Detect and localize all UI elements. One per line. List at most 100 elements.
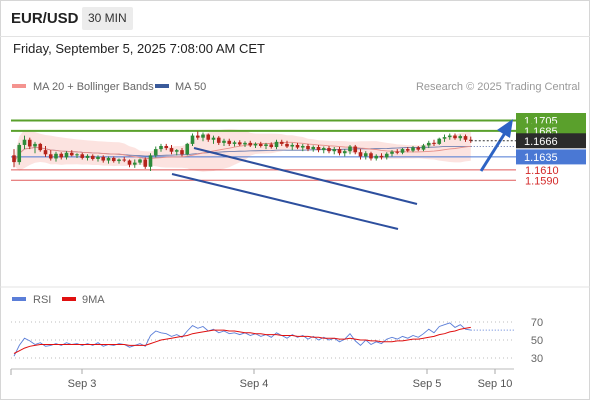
candle-body	[405, 149, 410, 151]
timeframe-badge[interactable]: 30 MIN	[82, 7, 133, 30]
candle-body	[227, 140, 232, 144]
candle-body	[80, 154, 85, 158]
candle-body	[169, 148, 174, 152]
level-label-1.1590: 1.1590	[525, 175, 559, 187]
candle-body	[442, 137, 447, 139]
candle-body	[253, 143, 258, 146]
candle-body	[159, 145, 163, 150]
candle-body	[143, 159, 148, 167]
candle-body	[117, 159, 121, 162]
candle-body	[64, 152, 69, 158]
candle-body	[85, 155, 90, 158]
chart-datetime: Friday, September 5, 2025 7:08:00 AM CET	[13, 41, 265, 56]
candle-body	[174, 150, 179, 152]
candle-body	[316, 147, 321, 151]
candle-body	[437, 138, 442, 144]
rsi-tick-30: 30	[531, 353, 543, 365]
candle-body	[416, 147, 421, 150]
candle-body	[27, 139, 32, 147]
candle-body	[106, 157, 111, 161]
candle-body	[327, 148, 331, 152]
candle-body	[379, 155, 384, 158]
candle-body	[374, 155, 379, 159]
rsi-line	[13, 322, 471, 357]
candle-body	[38, 143, 43, 151]
candle-body	[269, 144, 274, 148]
candle-body	[33, 143, 37, 147]
channel-top-line	[193, 147, 418, 205]
candle-body	[164, 145, 169, 149]
chart-header: EUR/USD 30 MIN	[0, 0, 590, 36]
candle-body	[390, 151, 394, 154]
candle-body	[54, 153, 58, 159]
candles-group	[12, 131, 473, 171]
candle-body	[384, 153, 389, 158]
x-tick-label: Sep 5	[413, 378, 442, 390]
legend-ma50-label: MA 50	[175, 81, 206, 93]
candle-body	[48, 154, 53, 159]
level-label-1.1635: 1.1635	[524, 152, 558, 164]
header-divider	[0, 36, 590, 37]
candle-body	[22, 139, 27, 145]
candle-body	[96, 156, 100, 159]
candle-body	[127, 160, 132, 165]
rsi-tick-70: 70	[531, 317, 543, 329]
candle-body	[358, 152, 363, 157]
candle-body	[69, 152, 74, 156]
candle-body	[190, 135, 195, 144]
candle-body	[195, 135, 200, 138]
candle-body	[201, 134, 205, 138]
candle-body	[353, 146, 358, 153]
current-price-badge	[516, 133, 586, 149]
candle-body	[258, 143, 263, 146]
ma20-line	[13, 141, 471, 163]
candle-body	[274, 141, 279, 148]
candle-body	[411, 147, 415, 151]
candle-body	[453, 135, 457, 139]
candle-body	[363, 153, 368, 157]
candle-body	[290, 144, 295, 147]
legend-swatch-ma20	[12, 84, 26, 88]
candle-body	[222, 140, 226, 143]
candle-body	[468, 139, 473, 141]
candle-body	[395, 151, 400, 153]
candle-body	[101, 156, 106, 161]
candle-body	[447, 135, 452, 138]
current-price-label: 1.1666	[524, 136, 558, 148]
candle-body	[332, 149, 337, 152]
rsi-tick-50: 50	[531, 335, 543, 347]
candle-body	[311, 147, 316, 150]
candle-body	[180, 150, 184, 155]
candle-body	[17, 144, 22, 163]
candle-body	[206, 134, 211, 140]
ma9-legend-label: 9MA	[82, 294, 105, 306]
level-label-bg-1.1635	[516, 149, 586, 165]
candle-body	[248, 142, 253, 146]
candle-body	[216, 137, 221, 143]
symbol-title: EUR/USD	[11, 10, 79, 27]
candle-body	[285, 143, 289, 147]
candle-body	[432, 142, 436, 144]
candle-body	[185, 143, 190, 155]
ma9-line	[13, 326, 471, 354]
candle-body	[90, 155, 95, 159]
candle-body	[458, 136, 463, 139]
candle-body	[279, 141, 284, 144]
candle-body	[243, 142, 247, 145]
candle-body	[59, 153, 64, 158]
candle-body	[264, 144, 268, 146]
rsi-legend-label: RSI	[33, 294, 51, 306]
candle-body	[306, 145, 310, 150]
candle-body	[43, 150, 48, 155]
channel-bottom-line	[171, 173, 399, 230]
x-tick-label: Sep 3	[68, 378, 97, 390]
candle-body	[400, 149, 405, 153]
ma9-legend-swatch	[62, 297, 76, 301]
candle-body	[211, 137, 216, 140]
forecast-arrow-head	[497, 119, 513, 138]
candle-body	[148, 155, 153, 167]
candle-body	[12, 155, 16, 163]
candle-body	[232, 142, 237, 144]
candle-body	[337, 149, 342, 154]
candle-body	[348, 146, 352, 152]
